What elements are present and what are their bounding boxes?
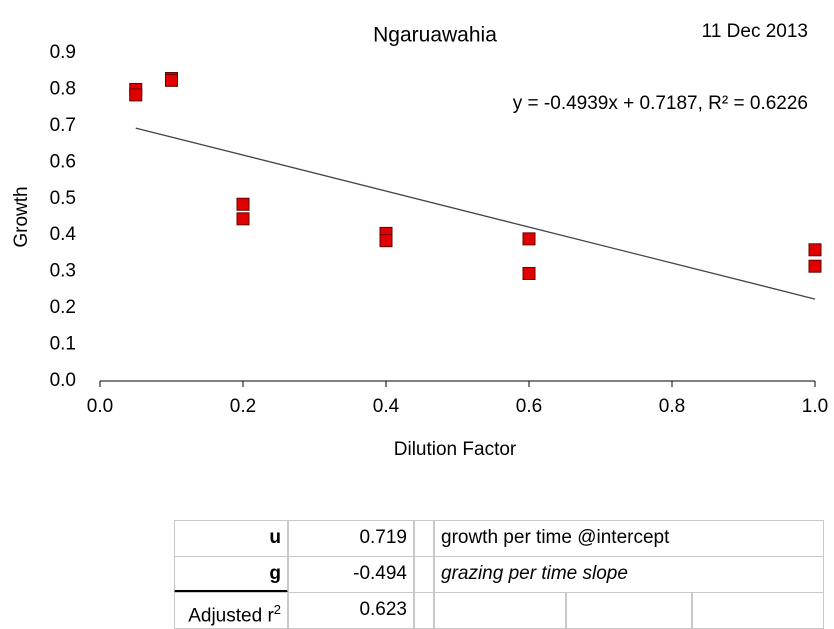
- chart-title: Ngaruawahia: [373, 24, 497, 47]
- table-cell: u: [174, 520, 288, 557]
- y-tick-label: 0.1: [50, 334, 76, 355]
- table-cell: [566, 592, 692, 629]
- table-cell: grazing per time slope: [434, 556, 824, 593]
- x-tick-label: 0.4: [373, 396, 400, 417]
- chart: Ngaruawahia 11 Dec 2013 Dilution Factor …: [11, 21, 828, 460]
- trend-equation: y = -0.4939x + 0.7187, R² = 0.6226: [513, 93, 808, 114]
- x-tick-label: 0.2: [230, 396, 256, 417]
- table-cell: Adjusted r2: [174, 592, 288, 629]
- x-axis-label: Dilution Factor: [394, 439, 517, 460]
- y-tick-label: 0.3: [50, 261, 76, 282]
- y-tick-label: 0.5: [50, 188, 76, 209]
- table-cell: [434, 592, 566, 629]
- table-cell: -0.494: [288, 556, 414, 593]
- y-tick-label: 0.2: [50, 297, 76, 318]
- x-tick-label: 1.0: [802, 396, 828, 417]
- y-tick-label: 0.0: [50, 370, 76, 391]
- y-axis-label: Growth: [11, 186, 32, 247]
- trendline: [135, 127, 816, 300]
- x-tick-label: 0.8: [659, 396, 685, 417]
- point: [236, 212, 250, 226]
- point: [129, 88, 143, 102]
- point: [808, 243, 822, 257]
- point: [808, 259, 822, 273]
- y-tick-label: 0.6: [50, 151, 76, 172]
- y-tick-label: 0.9: [50, 42, 76, 63]
- table-cell: [692, 592, 824, 629]
- table-cell: growth per time @intercept: [434, 520, 824, 557]
- y-tick-label: 0.8: [50, 78, 76, 99]
- table-cell: 0.623: [288, 592, 414, 629]
- point: [522, 266, 536, 280]
- y-tick-label: 0.4: [50, 224, 77, 245]
- chart-date: 11 Dec 2013: [702, 21, 808, 42]
- table-cell: [414, 592, 434, 629]
- table-cell: g: [174, 556, 288, 593]
- point: [379, 234, 393, 248]
- table-cell: [414, 556, 434, 593]
- x-tick-label: 0.6: [516, 396, 542, 417]
- point: [236, 197, 250, 211]
- table-cell: [414, 520, 434, 557]
- point: [522, 232, 536, 246]
- x-tick-label: 0.0: [87, 396, 113, 417]
- superscript: 2: [273, 602, 281, 617]
- y-tick-label: 0.7: [50, 115, 76, 136]
- point: [165, 73, 178, 87]
- table-cell: 0.719: [288, 520, 414, 557]
